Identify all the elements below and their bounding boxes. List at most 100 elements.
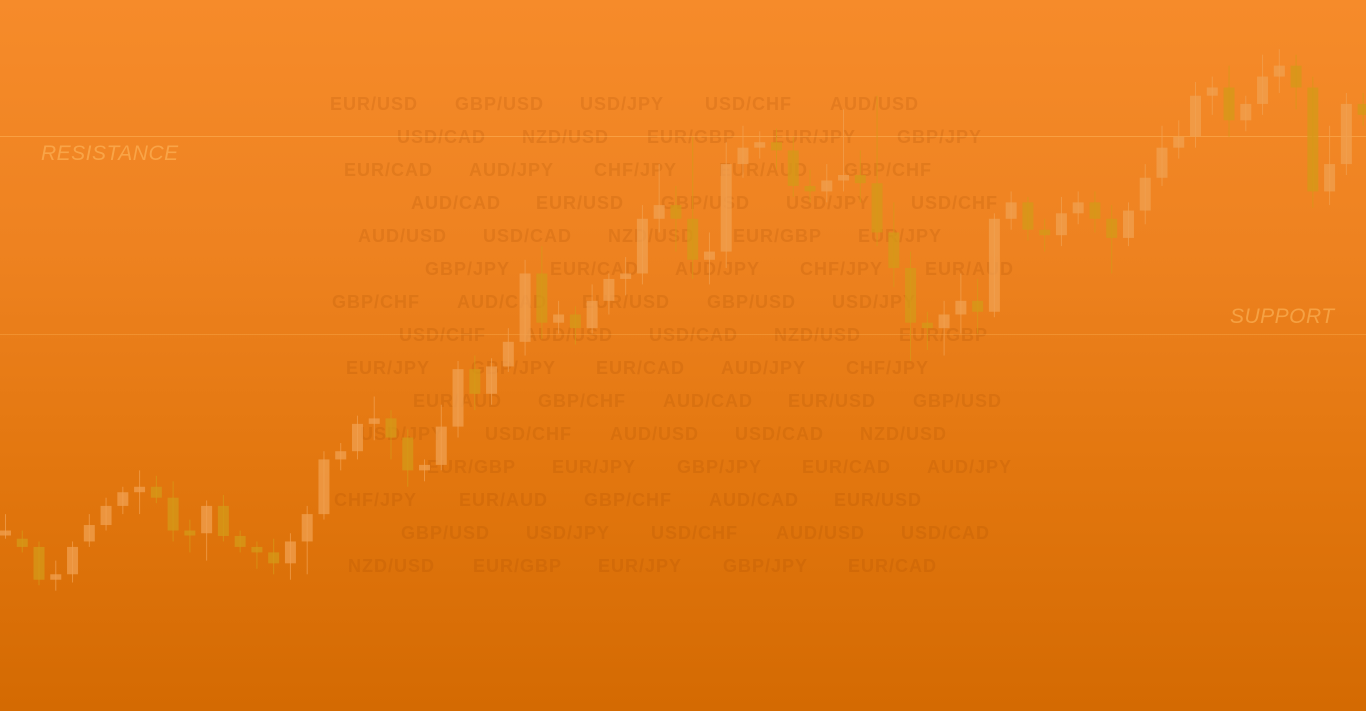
candle-body — [83, 525, 95, 542]
currency-pair-text: USD/CAD — [649, 325, 738, 345]
candle-body — [284, 541, 296, 564]
candle-body — [385, 418, 397, 438]
candle-body — [368, 418, 380, 424]
candle-body — [469, 369, 481, 394]
currency-pair-text: GBP/USD — [913, 391, 1002, 411]
support-label: SUPPORT — [1230, 305, 1335, 328]
candle-body — [905, 267, 917, 323]
candle — [620, 257, 632, 296]
candle — [301, 505, 313, 575]
candle-body — [201, 505, 213, 534]
candle — [553, 300, 565, 334]
candle-body — [603, 278, 615, 301]
currency-pair-text: AUD/JPY — [721, 358, 806, 378]
currency-pair-text: NZD/USD — [348, 556, 435, 576]
candle — [838, 109, 850, 192]
candle — [854, 150, 866, 203]
currency-pair-text: AUD/JPY — [469, 160, 554, 180]
currency-pair-text: CHF/JPY — [846, 358, 929, 378]
candle-body — [16, 538, 28, 547]
candle-body — [1273, 65, 1285, 77]
candle-body — [318, 459, 330, 515]
currency-pair-text: AUD/CAD — [709, 490, 799, 510]
currency-pair-text: EUR/AUD — [925, 259, 1014, 279]
currency-pair-text: EUR/USD — [536, 193, 624, 213]
currency-pair-text: USD/JPY — [580, 94, 664, 114]
candle-body — [184, 530, 196, 536]
candle — [955, 273, 967, 334]
candle-body — [586, 300, 598, 329]
candle-body — [1190, 95, 1202, 137]
candle-body — [787, 150, 799, 186]
candle-body — [1307, 87, 1319, 192]
candle — [754, 131, 766, 159]
candle — [201, 500, 213, 561]
currency-pair-text: GBP/CHF — [332, 292, 420, 312]
candle — [737, 125, 749, 178]
candle-body — [519, 273, 531, 342]
candle-body — [754, 142, 766, 148]
candle — [787, 136, 799, 197]
candle-body — [1072, 202, 1084, 214]
candle-body — [100, 505, 112, 526]
candle-body — [1089, 202, 1101, 219]
candle — [972, 278, 984, 334]
candle — [0, 514, 11, 539]
candle — [469, 355, 481, 411]
candle-body — [536, 273, 548, 323]
currency-pair-text: GBP/JPY — [425, 259, 510, 279]
candle — [586, 284, 598, 334]
candle — [1240, 95, 1252, 132]
candle — [1055, 196, 1067, 247]
candle — [33, 541, 45, 586]
candle — [1156, 125, 1168, 186]
candle-body — [1039, 229, 1051, 236]
candle — [67, 541, 79, 583]
candle — [1089, 191, 1101, 233]
candle — [419, 459, 431, 482]
candle-body — [1340, 103, 1352, 165]
currency-pair-text: AUD/USD — [830, 94, 919, 114]
currency-pair-text: EUR/JPY — [552, 457, 636, 477]
candle-body — [217, 505, 229, 536]
currency-pair-text: AUD/USD — [610, 424, 699, 444]
candle-body — [871, 183, 883, 233]
candle-body — [117, 492, 129, 506]
candle — [1190, 82, 1202, 148]
candle-body — [67, 546, 79, 575]
candle-body — [720, 164, 732, 252]
currency-pair-text: EUR/USD — [834, 490, 922, 510]
currency-pair-text: EUR/USD — [788, 391, 876, 411]
candle-body — [687, 218, 699, 260]
currency-pair-text: GBP/USD — [707, 292, 796, 312]
candle — [988, 213, 1000, 318]
candle — [251, 541, 263, 569]
candle — [335, 443, 347, 471]
candle-body — [1022, 202, 1034, 230]
candle — [1039, 218, 1051, 252]
candle — [636, 205, 648, 285]
candle-body — [167, 497, 179, 531]
candle-body — [268, 552, 280, 564]
candle — [703, 232, 715, 285]
candle-body — [435, 426, 447, 465]
candle — [486, 358, 498, 405]
candle-body — [553, 314, 565, 323]
candle-body — [1005, 202, 1017, 219]
currency-pair-text: GBP/USD — [401, 523, 490, 543]
currency-pair-text: EUR/AUD — [719, 160, 808, 180]
candle-body — [1156, 147, 1168, 178]
candle-body — [1357, 103, 1366, 115]
candle — [1139, 164, 1151, 225]
candle — [1206, 76, 1218, 115]
currency-pair-text: EUR/CAD — [848, 556, 937, 576]
candle-body — [770, 142, 782, 151]
currency-pair-text: AUD/CAD — [457, 292, 547, 312]
candle — [284, 533, 296, 580]
candle — [1257, 54, 1269, 115]
currency-pair-text: NZD/USD — [608, 226, 695, 246]
candle — [888, 202, 900, 288]
candle — [821, 164, 833, 203]
currency-pair-text: NZD/USD — [774, 325, 861, 345]
